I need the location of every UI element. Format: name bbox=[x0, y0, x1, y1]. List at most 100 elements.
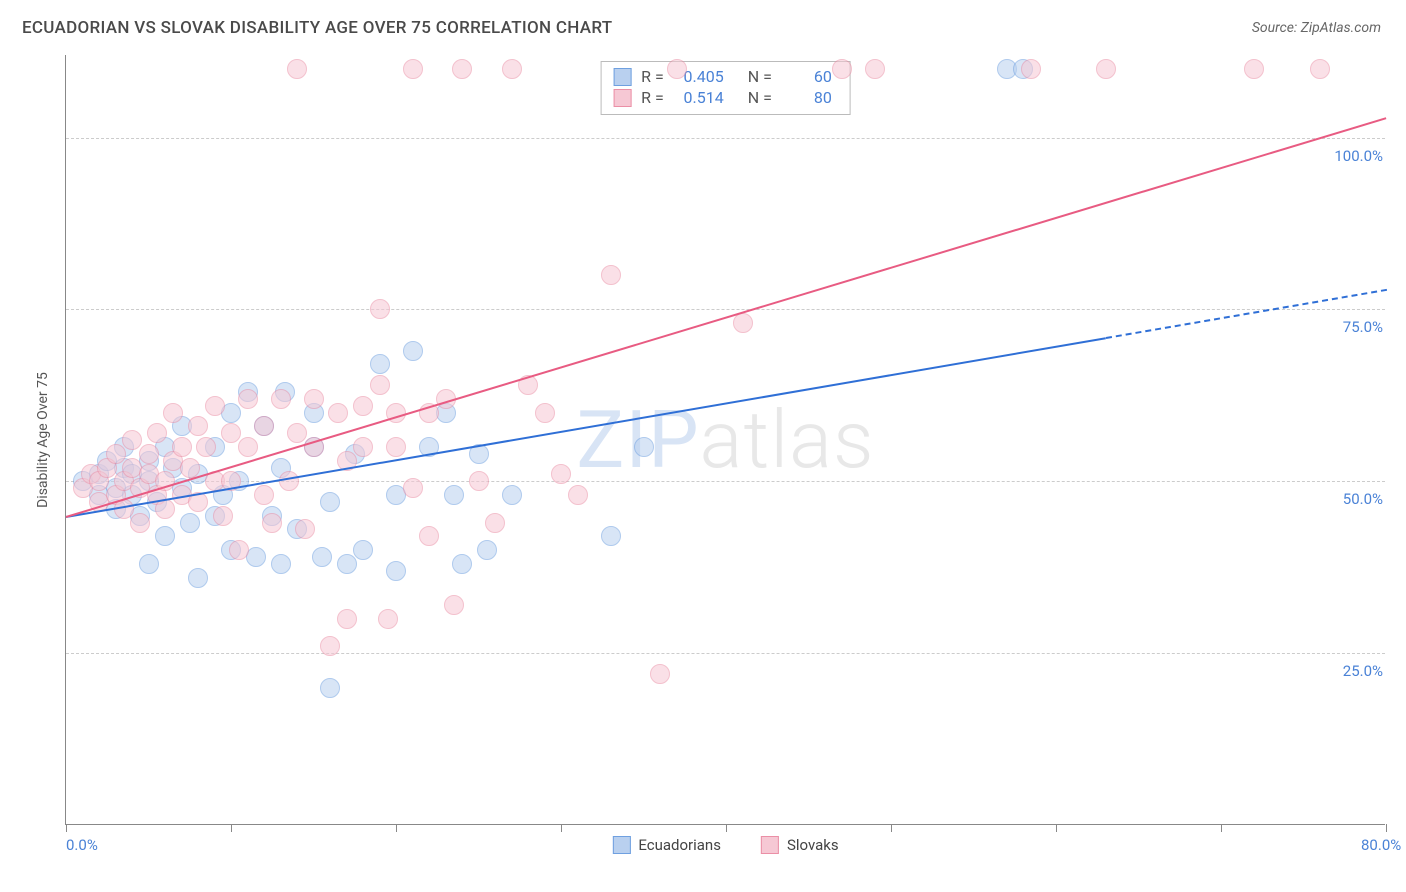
stat-label: N = bbox=[748, 67, 772, 86]
x-tick-label: 0.0% bbox=[66, 836, 98, 854]
data-point bbox=[279, 471, 299, 491]
data-point bbox=[337, 554, 357, 574]
data-point bbox=[122, 430, 142, 450]
data-point bbox=[444, 485, 464, 505]
data-point bbox=[1310, 59, 1330, 79]
x-tick bbox=[891, 824, 892, 832]
data-point bbox=[650, 664, 670, 684]
gridline bbox=[66, 653, 1385, 654]
legend-swatch bbox=[613, 89, 631, 107]
data-point bbox=[295, 519, 315, 539]
data-point bbox=[353, 540, 373, 560]
legend-label: Slovaks bbox=[787, 836, 839, 854]
data-point bbox=[229, 540, 249, 560]
data-point bbox=[312, 547, 332, 567]
gridline bbox=[66, 138, 1385, 139]
data-point bbox=[180, 513, 200, 533]
data-point bbox=[1021, 59, 1041, 79]
data-point bbox=[139, 444, 159, 464]
data-point bbox=[320, 636, 340, 656]
series-legend: Ecuadorians Slovaks bbox=[612, 836, 838, 854]
data-point bbox=[130, 513, 150, 533]
data-point bbox=[353, 396, 373, 416]
y-tick-label: 25.0% bbox=[1339, 662, 1387, 680]
data-point bbox=[180, 458, 200, 478]
data-point bbox=[485, 513, 505, 533]
stats-legend: R =0.405N =60R =0.514N =80 bbox=[600, 61, 851, 115]
data-point bbox=[832, 59, 852, 79]
data-point bbox=[139, 554, 159, 574]
data-point bbox=[262, 513, 282, 533]
legend-swatch bbox=[612, 836, 630, 854]
data-point bbox=[477, 540, 497, 560]
data-point bbox=[254, 416, 274, 436]
data-point bbox=[172, 437, 192, 457]
stat-label: N = bbox=[748, 88, 772, 107]
legend-item: Slovaks bbox=[761, 836, 839, 854]
x-tick bbox=[1386, 824, 1387, 832]
data-point bbox=[320, 492, 340, 512]
x-tick bbox=[231, 824, 232, 832]
data-point bbox=[551, 464, 571, 484]
source-label: Source: ZipAtlas.com bbox=[1252, 20, 1381, 36]
data-point bbox=[452, 554, 472, 574]
data-point bbox=[221, 423, 241, 443]
data-point bbox=[469, 471, 489, 491]
x-tick bbox=[726, 824, 727, 832]
data-point bbox=[535, 403, 555, 423]
stat-label: R = bbox=[641, 88, 664, 107]
data-point bbox=[601, 265, 621, 285]
data-point bbox=[337, 609, 357, 629]
data-point bbox=[502, 59, 522, 79]
data-point bbox=[403, 59, 423, 79]
trend-line bbox=[66, 117, 1387, 518]
data-point bbox=[254, 485, 274, 505]
data-point bbox=[213, 506, 233, 526]
stat-label: R = bbox=[641, 67, 664, 86]
data-point bbox=[271, 389, 291, 409]
data-point bbox=[188, 568, 208, 588]
x-tick bbox=[561, 824, 562, 832]
data-point bbox=[403, 341, 423, 361]
data-point bbox=[1244, 59, 1264, 79]
data-point bbox=[320, 678, 340, 698]
stat-value: 80 bbox=[782, 88, 832, 107]
data-point bbox=[733, 313, 753, 333]
data-point bbox=[452, 59, 472, 79]
data-point bbox=[196, 437, 216, 457]
data-point bbox=[238, 437, 258, 457]
x-tick bbox=[1056, 824, 1057, 832]
data-point bbox=[370, 375, 390, 395]
data-point bbox=[155, 526, 175, 546]
data-point bbox=[502, 485, 522, 505]
legend-label: Ecuadorians bbox=[638, 836, 721, 854]
data-point bbox=[205, 396, 225, 416]
data-point bbox=[386, 437, 406, 457]
y-tick-label: 50.0% bbox=[1339, 490, 1387, 508]
data-point bbox=[601, 526, 621, 546]
x-tick bbox=[1221, 824, 1222, 832]
x-tick bbox=[66, 824, 67, 832]
watermark-part-b: atlas bbox=[700, 393, 875, 487]
stats-legend-row: R =0.514N =80 bbox=[613, 87, 832, 108]
data-point bbox=[568, 485, 588, 505]
gridline bbox=[66, 309, 1385, 310]
stat-value: 60 bbox=[782, 67, 832, 86]
data-point bbox=[667, 59, 687, 79]
data-point bbox=[403, 478, 423, 498]
y-tick-label: 75.0% bbox=[1339, 318, 1387, 336]
stats-legend-row: R =0.405N =60 bbox=[613, 66, 832, 87]
data-point bbox=[147, 423, 167, 443]
chart-title: ECUADORIAN VS SLOVAK DISABILITY AGE OVER… bbox=[22, 18, 612, 38]
data-point bbox=[304, 389, 324, 409]
data-point bbox=[378, 609, 398, 629]
data-point bbox=[370, 354, 390, 374]
data-point bbox=[419, 526, 439, 546]
y-axis-title: Disability Age Over 75 bbox=[35, 372, 51, 508]
data-point bbox=[163, 403, 183, 423]
data-point bbox=[370, 299, 390, 319]
scatter-plot: ZIPatlas R =0.405N =60R =0.514N =80 Ecua… bbox=[65, 55, 1385, 825]
x-tick-label: 80.0% bbox=[1361, 836, 1401, 854]
data-point bbox=[238, 389, 258, 409]
data-point bbox=[1096, 59, 1116, 79]
